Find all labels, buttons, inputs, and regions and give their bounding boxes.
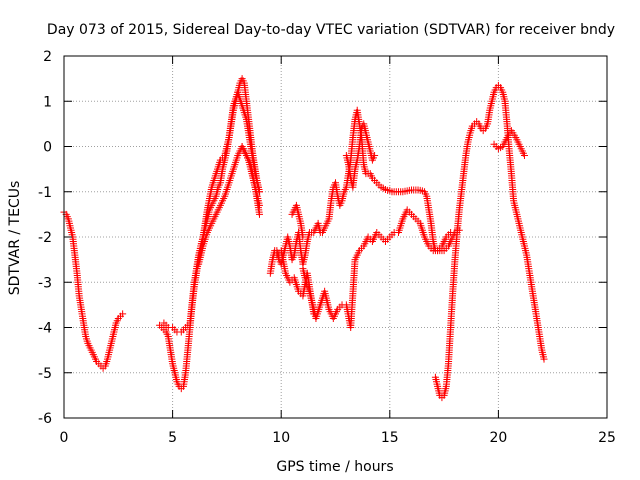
tick-labels: 0 5 10 15 20 25 -6 -5 -4 -3 -2 -1 0 1 2 xyxy=(38,49,616,446)
series-segment-12 xyxy=(490,127,528,160)
y-tick-label: 2 xyxy=(43,49,52,65)
y-tick-label: -3 xyxy=(38,275,52,291)
series-segment-1 xyxy=(60,208,127,372)
x-tick-label: 0 xyxy=(60,430,69,446)
series-segment-10 xyxy=(342,120,379,191)
x-tick-label: 5 xyxy=(168,430,177,446)
x-axis-label: GPS time / hours xyxy=(276,459,393,475)
y-tick-label: -4 xyxy=(38,321,52,337)
y-tick-label: -5 xyxy=(38,366,52,382)
series-segment-5 xyxy=(238,143,263,218)
grid-lines xyxy=(64,56,607,418)
series-segment-9 xyxy=(288,201,307,241)
data-point xyxy=(119,310,127,318)
y-tick-label: 0 xyxy=(43,140,52,156)
y-tick-label: -2 xyxy=(38,230,52,246)
chart-title: Day 073 of 2015, Sidereal Day-to-day VTE… xyxy=(47,22,615,38)
y-tick-label: -6 xyxy=(38,411,52,427)
y-tick-label: 1 xyxy=(43,94,52,110)
y-axis-label: SDTVAR / TECUs xyxy=(7,181,23,296)
data-point xyxy=(540,355,548,363)
data-point xyxy=(310,310,318,318)
x-tick-label: 20 xyxy=(489,430,507,446)
data-point xyxy=(371,152,379,160)
series-segment-11 xyxy=(431,81,548,402)
data-point xyxy=(255,210,263,218)
x-tick-label: 10 xyxy=(272,430,290,446)
data-point xyxy=(299,233,307,241)
data-point xyxy=(520,152,528,160)
x-tick-label: 15 xyxy=(381,430,399,446)
axis-ticks xyxy=(63,55,608,419)
x-tick-label: 25 xyxy=(598,430,616,446)
data-points xyxy=(60,75,548,402)
series-segment-8 xyxy=(299,265,318,318)
y-tick-label: -1 xyxy=(38,185,52,201)
